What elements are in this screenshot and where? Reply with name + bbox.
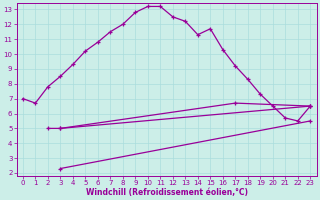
X-axis label: Windchill (Refroidissement éolien,°C): Windchill (Refroidissement éolien,°C) [85,188,248,197]
